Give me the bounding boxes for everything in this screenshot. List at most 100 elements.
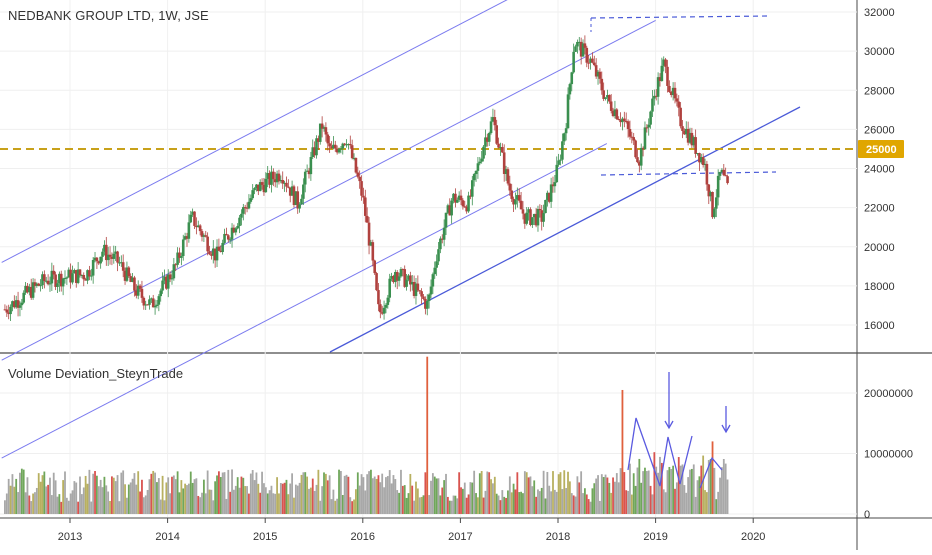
candle-body[interactable]: [262, 184, 266, 193]
volume-bar[interactable]: [218, 471, 220, 514]
volume-bar[interactable]: [77, 501, 80, 514]
candle-body[interactable]: [266, 173, 270, 179]
volume-bar[interactable]: [49, 477, 51, 514]
volume-bar[interactable]: [565, 488, 568, 514]
candle-body[interactable]: [170, 278, 174, 280]
candle-body[interactable]: [675, 98, 679, 102]
volume-bar[interactable]: [574, 496, 577, 514]
candle-body[interactable]: [499, 147, 502, 149]
candle-body[interactable]: [330, 146, 333, 149]
volume-bar[interactable]: [433, 476, 436, 514]
candle-body[interactable]: [208, 251, 211, 255]
candle-body[interactable]: [228, 239, 232, 241]
volume-bar[interactable]: [58, 494, 61, 514]
candle-body[interactable]: [608, 95, 611, 102]
candle-body[interactable]: [125, 267, 129, 281]
channel-line-0[interactable]: [1, 0, 510, 263]
volume-bar[interactable]: [186, 485, 188, 514]
candle-body[interactable]: [440, 238, 444, 240]
volume-bar[interactable]: [139, 491, 141, 514]
candle-body[interactable]: [491, 117, 495, 122]
candle-body[interactable]: [623, 118, 626, 122]
candle-body[interactable]: [108, 254, 112, 257]
volume-bar[interactable]: [544, 498, 547, 514]
candle-body[interactable]: [418, 290, 422, 292]
volume-bar[interactable]: [368, 471, 370, 514]
volume-bar[interactable]: [279, 482, 282, 514]
candle-body[interactable]: [401, 269, 405, 271]
candle-body[interactable]: [217, 246, 221, 251]
volume-bar[interactable]: [584, 488, 586, 514]
volume-bar[interactable]: [17, 492, 19, 514]
candle-body[interactable]: [431, 274, 435, 287]
candle-body[interactable]: [11, 301, 14, 307]
volume-bar[interactable]: [167, 477, 170, 514]
volume-bar[interactable]: [340, 471, 342, 514]
volume-bar[interactable]: [274, 493, 277, 514]
volume-bar[interactable]: [15, 478, 18, 514]
candle-body[interactable]: [527, 209, 530, 213]
volume-bar[interactable]: [593, 483, 596, 514]
volume-bar[interactable]: [570, 493, 573, 514]
volume-bar[interactable]: [396, 490, 399, 514]
candle-body[interactable]: [435, 261, 438, 268]
volume-bar[interactable]: [64, 471, 66, 514]
volume-bar[interactable]: [632, 473, 635, 514]
volume-bar[interactable]: [612, 477, 614, 514]
volume-bar[interactable]: [385, 477, 387, 514]
candle-body[interactable]: [44, 280, 48, 282]
volume-bar[interactable]: [540, 487, 543, 514]
candle-body[interactable]: [283, 182, 286, 184]
candle-body[interactable]: [95, 257, 99, 262]
candle-body[interactable]: [529, 209, 532, 225]
candle-body[interactable]: [54, 274, 57, 287]
volume-bar[interactable]: [630, 494, 633, 514]
volume-bar[interactable]: [610, 492, 613, 514]
volume-bar[interactable]: [88, 469, 91, 514]
candle-body[interactable]: [604, 97, 607, 99]
candle-body[interactable]: [58, 273, 61, 284]
top-dashed-ray[interactable]: [590, 15, 769, 19]
candle-body[interactable]: [394, 272, 397, 283]
volume-bar[interactable]: [706, 492, 708, 514]
volume-bar[interactable]: [405, 497, 408, 514]
candle-body[interactable]: [294, 191, 298, 205]
volume-bar[interactable]: [707, 460, 710, 514]
volume-bar[interactable]: [602, 477, 605, 514]
volume-bar[interactable]: [323, 472, 325, 514]
volume-bar[interactable]: [694, 496, 697, 514]
candle-body[interactable]: [538, 208, 542, 211]
volume-bar[interactable]: [636, 467, 639, 514]
volume-bar[interactable]: [420, 496, 423, 514]
volume-bar[interactable]: [666, 470, 669, 514]
candle-body[interactable]: [694, 137, 697, 154]
volume-bar[interactable]: [324, 473, 327, 514]
volume-bar[interactable]: [625, 490, 628, 514]
volume-bar[interactable]: [82, 487, 85, 514]
volume-bar[interactable]: [116, 475, 119, 514]
volume-bar[interactable]: [156, 482, 158, 514]
candle-body[interactable]: [624, 121, 628, 123]
volume-bar[interactable]: [510, 492, 513, 514]
candle-body[interactable]: [200, 231, 204, 237]
candle-body[interactable]: [333, 144, 337, 149]
candle-body[interactable]: [574, 46, 577, 52]
candle-body[interactable]: [67, 269, 71, 278]
volume-bar[interactable]: [317, 469, 320, 514]
mid-dashed-ray[interactable]: [600, 171, 777, 176]
volume-bar[interactable]: [726, 479, 729, 514]
candle-body[interactable]: [703, 163, 707, 165]
candle-body[interactable]: [364, 197, 367, 216]
candle-body[interactable]: [59, 273, 63, 287]
volume-bar[interactable]: [358, 485, 361, 514]
volume-bar[interactable]: [553, 489, 556, 514]
candle-body[interactable]: [341, 143, 345, 149]
volume-bar[interactable]: [480, 471, 483, 514]
volume-bar[interactable]: [660, 462, 663, 514]
volume-bar[interactable]: [629, 463, 631, 514]
volume-bar[interactable]: [244, 486, 247, 514]
candle-body[interactable]: [14, 300, 18, 308]
candle-body[interactable]: [634, 140, 637, 158]
volume-bar[interactable]: [576, 476, 579, 514]
